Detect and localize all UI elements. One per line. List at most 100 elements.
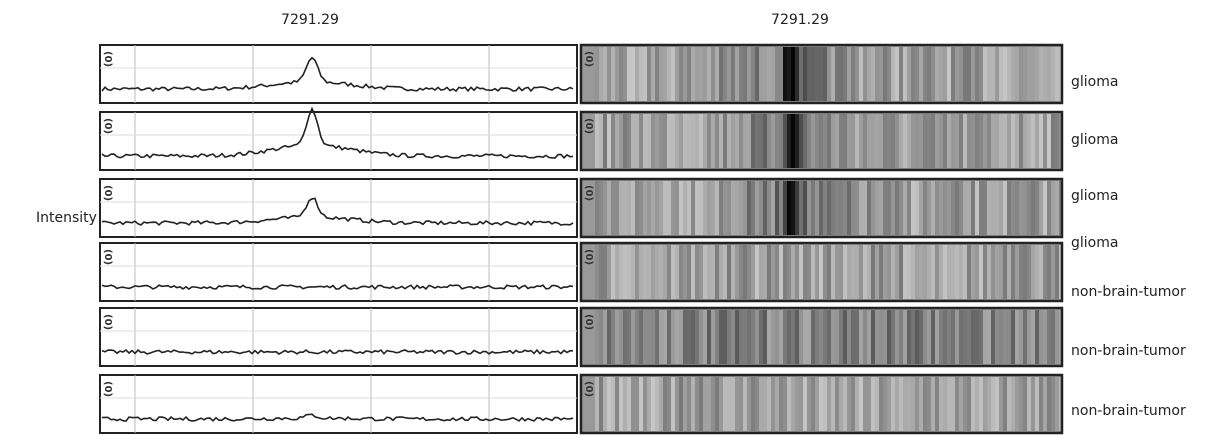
gel-stripe bbox=[615, 377, 619, 431]
gel-stripe bbox=[763, 310, 767, 364]
gel-stripe bbox=[979, 47, 983, 101]
gel-stripe bbox=[947, 377, 951, 431]
gel-stripe bbox=[651, 47, 655, 101]
gel-stripe bbox=[795, 310, 799, 364]
gel-stripe bbox=[791, 114, 795, 168]
gel-stripe bbox=[1007, 245, 1011, 299]
gel-stripe bbox=[775, 181, 779, 235]
gel-stripe bbox=[1015, 47, 1019, 101]
gel-stripe bbox=[731, 245, 735, 299]
gel-stripe bbox=[863, 377, 867, 431]
gel-stripe bbox=[967, 181, 971, 235]
gel-stripe bbox=[1051, 310, 1055, 364]
gel-stripe bbox=[759, 377, 763, 431]
gel-stripe bbox=[1019, 114, 1023, 168]
gel-stripe bbox=[1031, 47, 1035, 101]
gel-stripe bbox=[843, 114, 847, 168]
gel-stripe bbox=[703, 47, 707, 101]
gel-stripe bbox=[775, 47, 779, 101]
gel-stripe bbox=[1035, 310, 1039, 364]
gel-stripe bbox=[939, 47, 943, 101]
gel-stripe bbox=[979, 310, 983, 364]
gel-stripe bbox=[767, 377, 771, 431]
gel-stripe bbox=[707, 377, 711, 431]
gel-stripe bbox=[771, 377, 775, 431]
gel-stripe bbox=[915, 181, 919, 235]
gel-stripe bbox=[811, 377, 815, 431]
spectrum-axis-label: (0) bbox=[102, 185, 113, 201]
gel-stripe bbox=[759, 181, 763, 235]
gel-stripe bbox=[671, 181, 675, 235]
gel-stripe bbox=[1023, 245, 1027, 299]
gel-stripe bbox=[871, 377, 875, 431]
gel-stripe bbox=[759, 310, 763, 364]
gel-stripe bbox=[807, 310, 811, 364]
gel-stripe bbox=[963, 47, 967, 101]
gel-stripe bbox=[847, 377, 851, 431]
gel-stripe bbox=[831, 310, 835, 364]
gel-stripe bbox=[907, 310, 911, 364]
gel-stripe bbox=[599, 245, 603, 299]
gel-stripe bbox=[795, 245, 799, 299]
gel-stripe bbox=[1003, 47, 1007, 101]
gel-stripe bbox=[975, 377, 979, 431]
gel-stripe bbox=[707, 245, 711, 299]
gel-stripe bbox=[911, 114, 915, 168]
gel-stripe bbox=[983, 47, 987, 101]
gel-stripe bbox=[947, 114, 951, 168]
gel-stripe bbox=[751, 114, 755, 168]
gel-stripe bbox=[659, 377, 663, 431]
gel-stripe bbox=[627, 377, 631, 431]
gel-stripe bbox=[599, 47, 603, 101]
gel-stripe bbox=[707, 310, 711, 364]
gel-stripe bbox=[939, 114, 943, 168]
gel-stripe bbox=[743, 310, 747, 364]
gel-stripe bbox=[795, 181, 799, 235]
gel-stripe bbox=[811, 245, 815, 299]
gel-stripe bbox=[955, 245, 959, 299]
gel-stripe bbox=[727, 181, 731, 235]
gel-stripe bbox=[619, 181, 623, 235]
gel-stripe bbox=[887, 47, 891, 101]
gel-stripe bbox=[1031, 377, 1035, 431]
gel-stripe bbox=[607, 310, 611, 364]
gel-stripe bbox=[919, 181, 923, 235]
gel-stripe bbox=[683, 47, 687, 101]
gel-stripe bbox=[687, 310, 691, 364]
gel-stripe bbox=[595, 181, 599, 235]
gel-stripe bbox=[699, 310, 703, 364]
gel-stripe bbox=[795, 114, 799, 168]
gel-stripe bbox=[775, 377, 779, 431]
gel-stripe bbox=[1015, 310, 1019, 364]
gel-stripe bbox=[735, 47, 739, 101]
gel-stripe bbox=[947, 310, 951, 364]
gel-stripe bbox=[919, 310, 923, 364]
gel-stripe bbox=[783, 377, 787, 431]
gel-stripe bbox=[719, 310, 723, 364]
gel-stripe bbox=[671, 114, 675, 168]
gel-stripe bbox=[1023, 47, 1027, 101]
gel-stripe bbox=[995, 114, 999, 168]
gel-stripe bbox=[679, 181, 683, 235]
gel-stripe bbox=[791, 377, 795, 431]
spectrum-axis-label: (0) bbox=[102, 249, 113, 265]
gel-stripe bbox=[819, 377, 823, 431]
spectrum-axis-label: (0) bbox=[102, 314, 113, 330]
gel-stripe bbox=[799, 245, 803, 299]
gel-stripe bbox=[599, 377, 603, 431]
gel-stripe bbox=[1003, 114, 1007, 168]
gel-stripe bbox=[791, 47, 795, 101]
gel-stripe bbox=[763, 245, 767, 299]
gel-stripe bbox=[619, 47, 623, 101]
gel-stripe bbox=[1003, 181, 1007, 235]
gel-stripe bbox=[655, 181, 659, 235]
gel-stripe bbox=[1023, 377, 1027, 431]
gel-stripe bbox=[1003, 245, 1007, 299]
gel-stripe bbox=[695, 114, 699, 168]
gel-stripe bbox=[899, 47, 903, 101]
gel-stripe bbox=[771, 310, 775, 364]
gel-stripe bbox=[987, 181, 991, 235]
gel-stripe bbox=[1011, 310, 1015, 364]
gel-stripe bbox=[779, 245, 783, 299]
gel-stripe bbox=[647, 377, 651, 431]
